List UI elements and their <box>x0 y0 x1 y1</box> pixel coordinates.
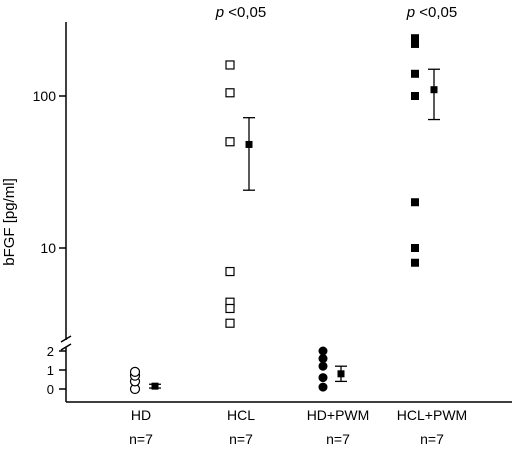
axis-break-mark <box>60 343 72 351</box>
y-axis-label: bFGF [pg/ml] <box>1 178 18 266</box>
data-point-filled-square <box>411 34 419 43</box>
y-tick-label: 0 <box>47 382 54 397</box>
data-point-open-square <box>225 318 235 328</box>
x-tick-label-n: n=7 <box>326 431 350 447</box>
x-tick-label-n: n=7 <box>420 431 444 447</box>
mean-marker <box>430 86 438 94</box>
mean-marker <box>245 140 253 148</box>
data-marks <box>129 34 440 395</box>
data-point-open-square <box>225 266 235 277</box>
axis-break-mark <box>60 335 72 343</box>
data-point-open-square <box>225 88 235 98</box>
y-tick-label: 10 <box>40 240 56 256</box>
x-tick-label: HCL+PWM <box>397 407 467 423</box>
p-threshold: <0,05 <box>415 4 457 21</box>
data-point-filled-square <box>411 69 419 78</box>
significance-annotation: p <0,05 <box>215 4 266 21</box>
data-point-filled-square <box>411 258 419 267</box>
data-point-filled-square <box>411 92 419 100</box>
x-tick-label-n: n=7 <box>229 431 253 447</box>
y-tick-label: 100 <box>33 88 57 104</box>
p-symbol: p <box>406 4 415 21</box>
axes <box>60 22 512 403</box>
group-hd <box>129 366 161 395</box>
data-point-filled-square <box>411 244 419 252</box>
data-point-open-square <box>225 60 235 70</box>
data-point-open-circle <box>129 366 141 377</box>
x-tick-label: HD <box>131 407 151 423</box>
group-hcl-pwm <box>411 34 440 267</box>
mean-marker <box>337 370 345 378</box>
data-point-open-square <box>225 137 235 147</box>
mean-marker <box>151 382 159 390</box>
x-tick-label-n: n=7 <box>129 431 153 447</box>
data-point-filled-circle <box>318 382 328 392</box>
data-point-filled-circle <box>318 361 328 371</box>
significance-annotation: p <0,05 <box>406 4 457 21</box>
x-tick-label: HCL <box>227 407 255 423</box>
p-threshold: <0,05 <box>224 4 266 21</box>
data-point-open-square <box>225 303 235 314</box>
data-point-filled-square <box>411 39 419 48</box>
y-tick-label: 1 <box>47 363 54 378</box>
y-tick-label: 2 <box>47 344 54 359</box>
data-point-filled-square <box>411 198 419 207</box>
x-tick-label: HD+PWM <box>307 407 370 423</box>
y-ticks: 10 100 0 1 2 <box>33 88 66 397</box>
data-point-filled-circle <box>318 346 328 356</box>
p-symbol: p <box>215 4 224 21</box>
data-point-filled-circle <box>318 373 328 383</box>
group-hcl <box>225 60 255 328</box>
data-point-filled-circle <box>318 354 328 364</box>
x-labels: HD n=7 HCL n=7 p <0,05 HD+PWM n=7 HCL+PWM n=7 p <… <box>129 4 467 447</box>
group-hd-pwm <box>318 346 347 392</box>
